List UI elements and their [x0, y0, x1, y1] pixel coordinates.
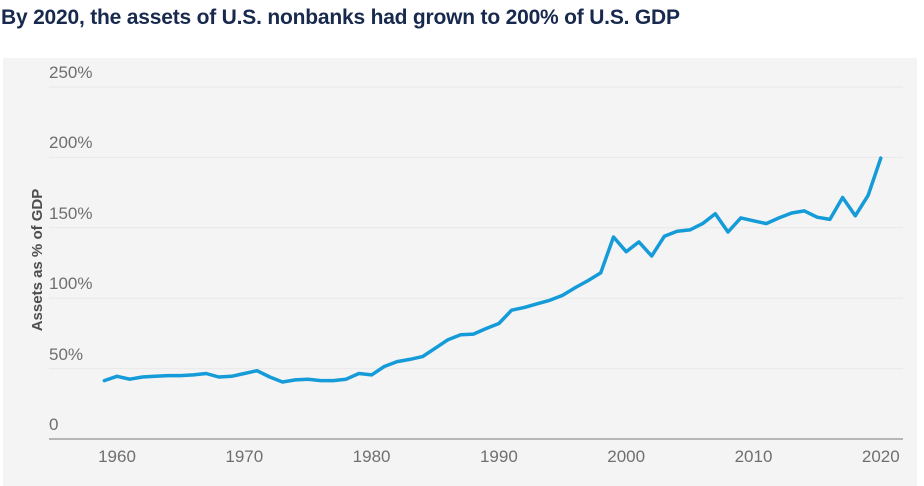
gridlines	[49, 86, 903, 440]
y-tick-label: 0	[49, 415, 59, 434]
y-tick-label: 100%	[49, 274, 93, 294]
series-line	[102, 156, 883, 384]
chart-title: By 2020, the assets of U.S. nonbanks had…	[1, 6, 680, 29]
y-tick-label: 50%	[49, 344, 84, 364]
x-tick-label: 2000	[607, 447, 646, 466]
y-axis-title: Assets as % of GDP	[29, 188, 46, 332]
y-tick-label: 250%	[49, 63, 93, 82]
y-tick-label: 150%	[49, 203, 93, 223]
x-tick-label: 2020	[861, 447, 900, 466]
x-tick-label: 1960	[98, 447, 136, 466]
x-tick-label: 1970	[225, 447, 264, 466]
line-chart	[49, 86, 903, 440]
x-tick-label: 2010	[734, 447, 773, 466]
chart-panel: 0 50% 100% 150% 200% 250% 1960 1970 1980 1990 200…	[3, 58, 917, 486]
y-tick-label: 200%	[49, 133, 93, 153]
x-tick-label: 1990	[479, 447, 518, 466]
x-tick-label: 1980	[352, 447, 391, 466]
